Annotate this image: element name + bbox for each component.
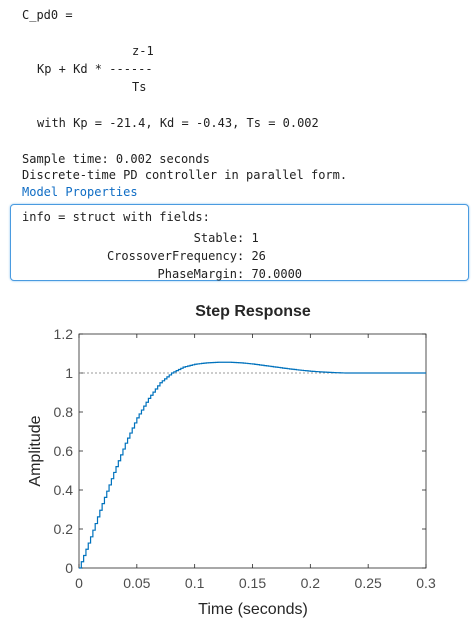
chart-title: Step Response <box>195 303 311 320</box>
x-tick-label: 0.3 <box>416 575 436 591</box>
controller-description: Discrete-time PD controller in parallel … <box>22 168 348 182</box>
model-properties-link[interactable]: Model Properties <box>22 185 138 199</box>
formula-expression: Kp + Kd * ------ <box>37 62 153 76</box>
formula-denominator: Ts <box>132 80 147 94</box>
x-axis-label: Time (seconds) <box>198 601 308 618</box>
command-output: C_pd0 = z-1 Kp + Kd * ------ Ts with Kp … <box>22 6 347 199</box>
x-tick-label: 0.05 <box>123 575 150 591</box>
y-tick-label: 1.2 <box>54 326 74 342</box>
field-value: 26 <box>251 249 266 263</box>
axis-tick-labels: 0 0.05 0.1 0.15 0.2 0.25 0.3 0 0.2 0.4 0.6 0.8 1 1.2 <box>54 326 436 591</box>
field-name: Stable <box>193 231 237 245</box>
y-tick-label: 0.6 <box>54 443 74 459</box>
step-response-chart: Step Response 0 0.05 0.1 0.15 0.2 0.25 0.3 0 0.2… <box>27 303 436 618</box>
formula-numerator: z-1 <box>132 44 154 58</box>
y-tick-label: 0.4 <box>54 482 74 498</box>
x-tick-label: 0.1 <box>185 575 205 591</box>
step-response-series <box>79 361 426 569</box>
plot-area <box>78 333 427 569</box>
y-tick-label: 1 <box>65 365 73 381</box>
x-tick-label: 0.15 <box>239 575 266 591</box>
y-tick-label: 0.8 <box>54 404 74 420</box>
parameter-values: with Kp = -21.4, Kd = -0.43, Ts = 0.002 <box>37 116 319 130</box>
variable-name: C_pd0 = <box>22 8 73 22</box>
x-tick-label: 0.25 <box>355 575 382 591</box>
struct-header: info = struct with fields: <box>22 210 210 224</box>
sample-time: Sample time: 0.002 seconds <box>22 152 210 166</box>
field-value: 1 <box>251 231 259 245</box>
field-value: 70.0000 <box>251 267 303 281</box>
struct-field-phase-margin: PhaseMargin: 70.0000 <box>22 265 303 283</box>
y-tick-label: 0 <box>65 560 73 576</box>
x-tick-label: 0.2 <box>301 575 321 591</box>
struct-field-crossover: CrossoverFrequency: 26 <box>22 247 266 265</box>
axis-ticks <box>78 333 427 569</box>
field-name: PhaseMargin <box>157 267 237 281</box>
struct-field-stable: Stable: 1 <box>22 229 259 247</box>
field-name: CrossoverFrequency <box>106 249 237 263</box>
y-tick-label: 0.2 <box>54 521 74 537</box>
struct-output-box: info = struct with fields: Stable: 1 Cro… <box>10 204 469 281</box>
y-axis-label: Amplitude <box>27 415 44 486</box>
x-tick-label: 0 <box>75 575 83 591</box>
